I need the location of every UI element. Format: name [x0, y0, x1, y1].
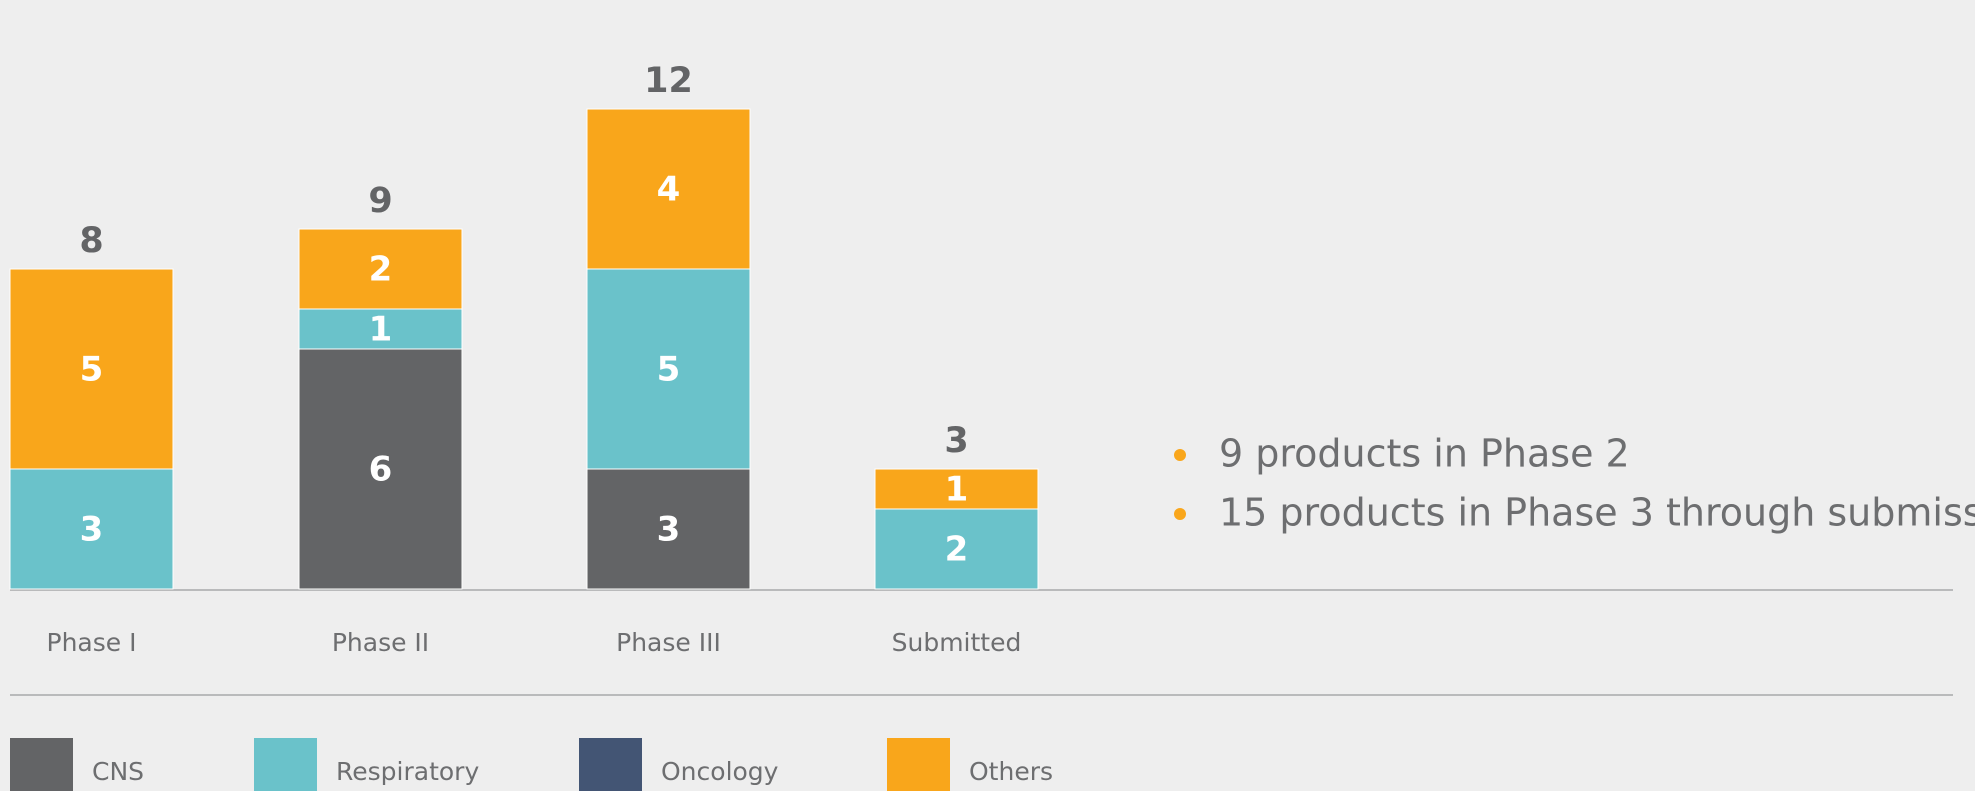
- category-label: Phase III: [616, 628, 721, 657]
- category-label: Submitted: [892, 628, 1022, 657]
- legend-label: CNS: [92, 757, 144, 786]
- bar-segment: [298, 308, 463, 350]
- category-label: Phase II: [332, 628, 429, 657]
- segment-label: 5: [80, 350, 104, 390]
- bar-segment: [586, 268, 751, 470]
- annotation: 9 products in Phase 2: [1219, 432, 1630, 476]
- segment-label: 6: [369, 450, 393, 490]
- category-label: Phase I: [47, 628, 137, 657]
- segment-label: 1: [369, 310, 393, 350]
- segment-label: 3: [657, 510, 681, 550]
- bar-segment: [874, 468, 1039, 510]
- legend-label: Respiratory: [336, 757, 479, 786]
- segment-label: 1: [945, 470, 969, 510]
- bar-segment: [874, 508, 1039, 590]
- legend-swatch: [10, 738, 73, 791]
- bar-segment: [298, 228, 463, 310]
- legend-label: Oncology: [661, 757, 779, 786]
- total-label: 3: [944, 421, 968, 461]
- segment-label: 3: [80, 510, 104, 550]
- bullet: [1174, 449, 1186, 461]
- annotation: 15 products in Phase 3 through submissio…: [1219, 491, 1975, 535]
- total-label: 12: [644, 61, 693, 101]
- legend-swatch: [887, 738, 950, 791]
- legend-swatch: [254, 738, 317, 791]
- bar-segment: [9, 268, 174, 470]
- segment-label: 2: [369, 250, 393, 290]
- bullet: [1174, 508, 1186, 520]
- legend-swatch: [579, 738, 642, 791]
- segment-label: 4: [657, 170, 681, 210]
- segment-label: 2: [945, 530, 969, 570]
- total-label: 9: [368, 181, 392, 221]
- legend-label: Others: [969, 757, 1053, 786]
- bar-segment: [586, 108, 751, 270]
- bar-segment: [9, 468, 174, 590]
- bar-segment: [586, 468, 751, 590]
- bar-segment: [298, 348, 463, 590]
- segment-label: 5: [657, 350, 681, 390]
- total-label: 8: [79, 221, 103, 261]
